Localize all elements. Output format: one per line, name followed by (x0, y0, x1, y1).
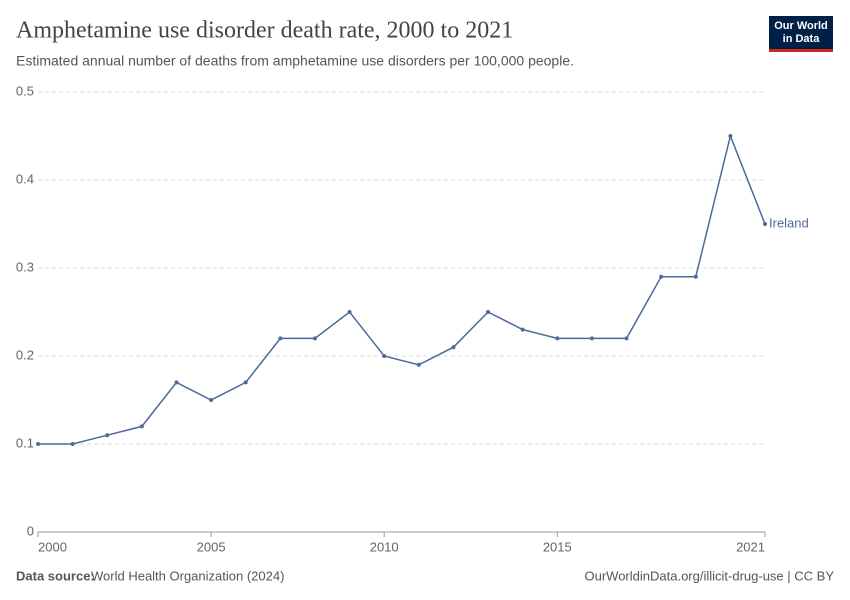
point (347, 310, 352, 314)
y-tick-label: 0.3 (16, 259, 34, 274)
y-tick-label: 0.1 (16, 435, 34, 450)
point (416, 362, 421, 367)
point (278, 336, 283, 341)
point (555, 336, 560, 341)
y-tick-label: 0 (27, 523, 34, 538)
point (105, 433, 110, 438)
point (209, 398, 214, 402)
point (451, 345, 456, 350)
point (70, 442, 75, 446)
x-tick-label: 2021 (736, 539, 765, 554)
logo-text: in Data (783, 33, 821, 45)
logo (769, 16, 833, 52)
chart-title: Amphetamine use disorder death rate, 200… (16, 18, 513, 44)
point (243, 380, 248, 385)
point (763, 222, 767, 226)
logo-bar (769, 49, 833, 52)
y-tick-label: 0.5 (16, 83, 34, 98)
point (728, 134, 733, 138)
point (486, 310, 491, 314)
point (693, 274, 698, 279)
line (38, 133, 766, 445)
x-tick-label: 2015 (543, 539, 572, 554)
point (589, 336, 594, 341)
source: World Health Organization (2024) (91, 568, 284, 583)
point (174, 380, 179, 385)
chart-subtitle: Estimated annual number of deaths from a… (16, 53, 574, 69)
x-tick-label: 2000 (38, 539, 67, 554)
y-tick-label: 0.2 (16, 347, 34, 362)
footer: OurWorldinData.org/illicit-drug-use | CC… (585, 568, 835, 583)
logo-text: Our World (774, 20, 828, 32)
source-label: Data source: (16, 568, 95, 583)
point (36, 442, 40, 446)
point (624, 336, 629, 341)
series-label: Ireland (769, 215, 809, 230)
point (520, 327, 525, 332)
y-tick-label: 0.4 (16, 171, 34, 186)
point (139, 424, 144, 429)
x-tick-label: 2005 (197, 539, 226, 554)
point (312, 336, 317, 341)
point (659, 274, 664, 279)
point (382, 354, 387, 358)
x-tick-label: 2010 (370, 539, 399, 554)
